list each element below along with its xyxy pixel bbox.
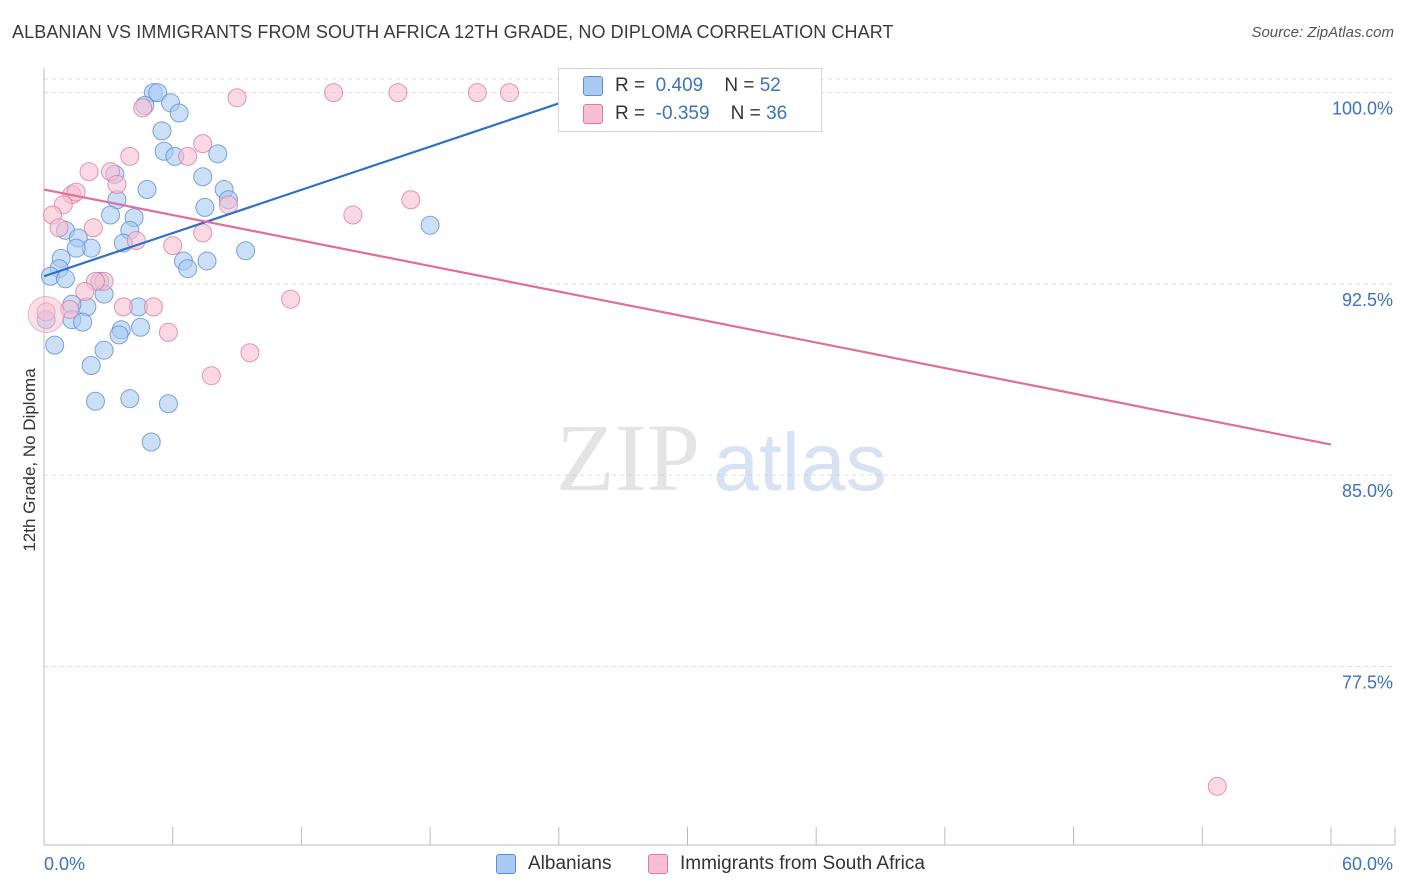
south-africa-point bbox=[126, 231, 146, 251]
south-africa-point bbox=[75, 282, 95, 302]
albanian-point bbox=[94, 340, 114, 360]
south-africa-point bbox=[499, 83, 519, 103]
albanian-point bbox=[131, 317, 151, 337]
albanian-point bbox=[137, 180, 157, 200]
legend-swatch-pink bbox=[583, 104, 603, 124]
albanian-point bbox=[236, 241, 256, 261]
south-africa-point bbox=[401, 190, 421, 210]
watermark-zip: ZIP bbox=[556, 404, 700, 511]
data-points bbox=[27, 83, 1227, 796]
albanian-point bbox=[197, 251, 217, 271]
legend-n-value: 36 bbox=[766, 103, 788, 124]
grid-lines bbox=[44, 78, 1395, 667]
tick-labels: 77.5% 85.0% 92.5% 100.0% 0.0% 60.0% bbox=[44, 99, 1393, 874]
albanian-point bbox=[169, 103, 189, 123]
albanians-label: Albanians bbox=[528, 853, 612, 874]
south-africa-point bbox=[467, 83, 487, 103]
albanian-point bbox=[195, 197, 215, 217]
albanian-point bbox=[85, 391, 105, 411]
x-tick-label: 0.0% bbox=[44, 854, 85, 874]
watermark-atlas: atlas bbox=[713, 417, 886, 508]
south-africa-point bbox=[79, 162, 99, 182]
albanians-swatch bbox=[496, 854, 516, 874]
south-africa-point bbox=[83, 218, 103, 238]
albanian-point bbox=[45, 335, 65, 355]
albanian-point bbox=[193, 167, 213, 187]
bottom-legend-south-africa[interactable]: Immigrants from South Africa bbox=[648, 850, 925, 878]
south-africa-point bbox=[49, 218, 69, 238]
south-africa-point bbox=[113, 297, 133, 317]
south-africa-point bbox=[158, 322, 178, 342]
legend-r-value: 0.409 bbox=[655, 75, 704, 96]
south-africa-point bbox=[107, 174, 127, 194]
albanian-point bbox=[66, 238, 86, 258]
bottom-legend-albanians[interactable]: Albanians bbox=[496, 850, 611, 878]
albanian-point bbox=[73, 312, 93, 332]
legend-r-label: R = bbox=[615, 103, 646, 124]
albanian-point bbox=[141, 432, 161, 452]
y-tick-label: 85.0% bbox=[1342, 481, 1393, 501]
south-africa-point bbox=[240, 343, 260, 363]
correlation-legend: R = 0.409 N = 52 R = -0.359 N = 36 bbox=[558, 68, 822, 132]
axes bbox=[43, 68, 1396, 846]
watermark: ZIP atlas bbox=[556, 404, 887, 511]
south-africa-swatch bbox=[648, 854, 668, 874]
south-africa-trend-line bbox=[43, 188, 1332, 446]
legend-n-value: 52 bbox=[759, 75, 781, 96]
albanian-point bbox=[158, 394, 178, 414]
south-africa-point bbox=[120, 146, 140, 166]
albanian-point bbox=[148, 83, 168, 103]
legend-n-label: N = bbox=[730, 103, 761, 124]
albanian-point bbox=[420, 215, 440, 235]
south-africa-point bbox=[143, 297, 163, 317]
south-africa-point bbox=[201, 366, 221, 386]
albanian-point bbox=[100, 205, 120, 225]
legend-swatch-blue bbox=[583, 76, 603, 96]
legend-r-label: R = bbox=[615, 75, 646, 96]
south-africa-label: Immigrants from South Africa bbox=[680, 853, 925, 874]
albanian-point bbox=[152, 121, 172, 141]
y-tick-label: 100.0% bbox=[1332, 99, 1393, 119]
albanian-trend-line bbox=[43, 91, 592, 278]
albanian-point bbox=[81, 356, 101, 376]
trend-lines bbox=[43, 91, 1332, 446]
legend-n-label: N = bbox=[724, 75, 755, 96]
south-africa-point bbox=[178, 146, 198, 166]
south-africa-point bbox=[193, 223, 213, 243]
south-africa-point bbox=[324, 83, 344, 103]
albanian-point bbox=[55, 269, 75, 289]
south-africa-point bbox=[193, 134, 213, 154]
south-africa-point bbox=[343, 205, 363, 225]
south-africa-point bbox=[388, 83, 408, 103]
y-tick-label: 77.5% bbox=[1342, 672, 1393, 692]
south-africa-point bbox=[227, 88, 247, 108]
chart-title: ALBANIAN VS IMMIGRANTS FROM SOUTH AFRICA… bbox=[12, 22, 894, 42]
albanian-point bbox=[178, 259, 198, 279]
legend-r-value: -0.359 bbox=[655, 103, 710, 124]
south-africa-point bbox=[133, 98, 153, 118]
albanian-point bbox=[120, 389, 140, 409]
south-africa-point bbox=[163, 236, 183, 256]
south-africa-point bbox=[1207, 776, 1227, 796]
x-tick-label: 60.0% bbox=[1342, 854, 1393, 874]
y-tick-label: 92.5% bbox=[1342, 290, 1393, 310]
albanian-point bbox=[109, 325, 129, 345]
south-africa-point-large bbox=[27, 295, 65, 333]
south-africa-point bbox=[281, 289, 301, 309]
source-credit: Source: ZipAtlas.com bbox=[1251, 24, 1394, 41]
albanian-point bbox=[208, 144, 228, 164]
